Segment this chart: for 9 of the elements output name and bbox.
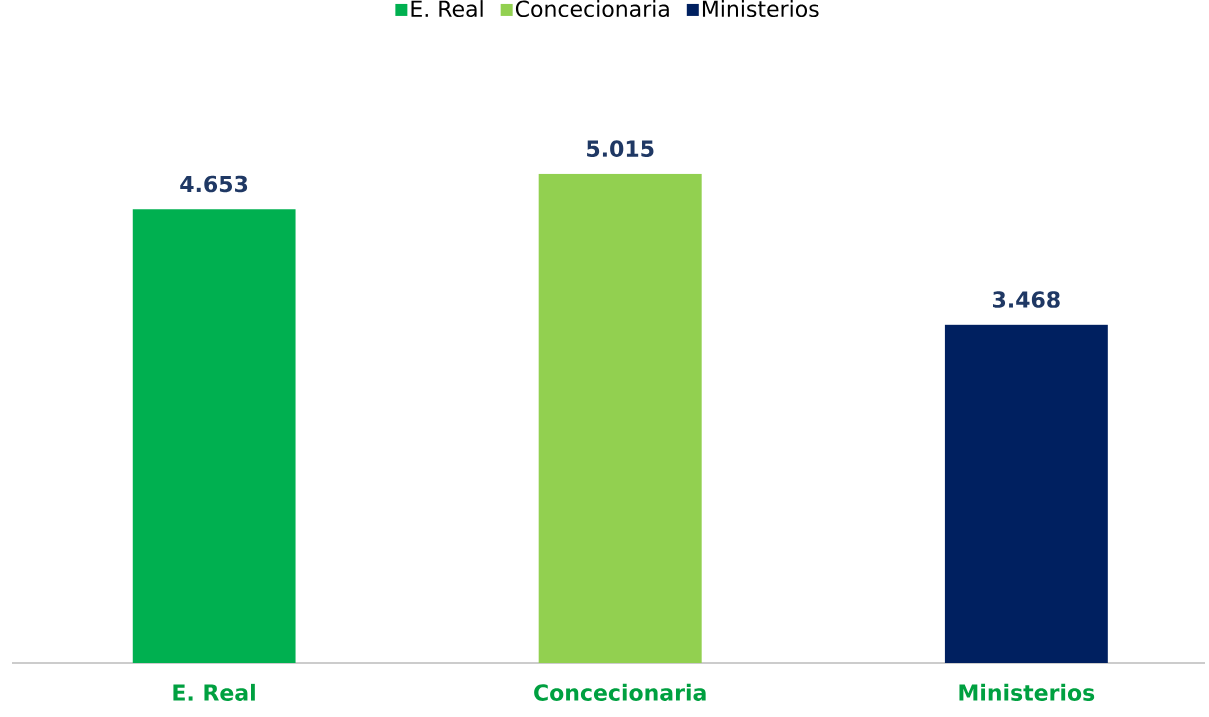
data-label: 4.653	[180, 175, 248, 193]
legend-label: Ministerios	[702, 0, 819, 18]
x-tick-label: Ministerios	[959, 683, 1095, 701]
legend-label: E. Real	[411, 0, 483, 18]
x-tick-label: E. Real	[173, 683, 255, 701]
legend-label: Concecionaria	[515, 0, 669, 18]
x-tick-label: Concecionaria	[534, 683, 706, 701]
data-label: 3.468	[993, 291, 1060, 308]
data-label: 5.015	[587, 140, 654, 157]
